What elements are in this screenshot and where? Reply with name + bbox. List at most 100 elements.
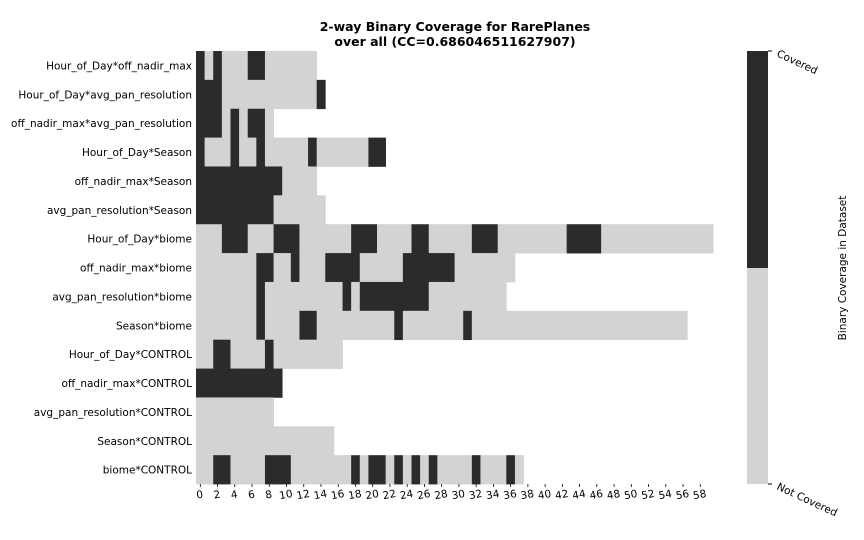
colorbar-tick-label-not-covered: Not Covered [775, 481, 839, 520]
heatmap-cell [445, 281, 455, 312]
heatmap-cell [592, 224, 602, 254]
heatmap-cell [308, 195, 318, 225]
heatmap-cell [333, 137, 343, 167]
x-tick-label: 6 [247, 489, 256, 502]
heatmap-cell [264, 79, 274, 110]
heatmap-cell [264, 455, 274, 485]
heatmap-cell [532, 310, 542, 341]
heatmap-cell [196, 310, 205, 341]
colorbar: Covered Not Covered Binary Coverage in D… [747, 48, 849, 520]
heatmap-cell [308, 455, 318, 485]
heatmap-cell [704, 224, 714, 254]
heatmap-cell [230, 397, 240, 427]
heatmap-cell [463, 281, 473, 312]
y-tick-label: avg_pan_resolution*CONTROL [34, 407, 192, 419]
heatmap-cell [239, 455, 249, 485]
heatmap-cell [480, 310, 490, 341]
heatmap-cell [411, 281, 421, 312]
heatmap-cell [316, 253, 326, 283]
y-tick-label: Hour_of_Day*off_nadir_max [46, 60, 192, 72]
heatmap-cell [213, 339, 223, 369]
heatmap-cell [402, 310, 412, 341]
heatmap-cell [282, 166, 292, 196]
heatmap-cell [652, 224, 662, 254]
heatmap-cell [402, 281, 412, 312]
heatmap-cell [196, 339, 205, 369]
heatmap-cell [359, 455, 369, 485]
heatmap-cell [282, 426, 292, 456]
heatmap-cell [661, 224, 671, 254]
heatmap-cell [256, 108, 266, 138]
heatmap-cell [230, 281, 240, 312]
heatmap-cell [290, 426, 300, 456]
heatmap-cell [290, 51, 300, 81]
y-tick-label: avg_pan_resolution*biome [52, 291, 192, 303]
heatmap-cell [264, 339, 274, 369]
heatmap-cell [618, 224, 628, 254]
heatmap-cell [264, 426, 274, 456]
x-tick-label: 4 [230, 489, 239, 502]
heatmap-cell [308, 310, 318, 341]
heatmap-cell [351, 310, 361, 341]
heatmap-cell [316, 455, 326, 485]
heatmap-cell [282, 310, 292, 341]
heatmap-cell [316, 426, 326, 456]
heatmap-cell [230, 166, 240, 196]
heatmap-cell [204, 253, 214, 283]
heatmap-cell [333, 224, 343, 254]
heatmap-cell [273, 281, 283, 312]
heatmap-cell [264, 310, 274, 341]
heatmap-cell [316, 79, 326, 110]
heatmap-cell [377, 310, 386, 341]
x-tick-label: 32 [468, 488, 483, 502]
heatmap-cell [575, 310, 585, 341]
heatmap-cell [221, 281, 231, 312]
heatmap-cell [411, 310, 421, 341]
heatmap-cell [627, 224, 636, 254]
heatmap-cell [437, 253, 447, 283]
heatmap-cell [342, 310, 352, 341]
heatmap-cell [351, 455, 361, 485]
heatmap-cell [342, 455, 352, 485]
heatmap-cell [316, 224, 326, 254]
heatmap-cell [549, 310, 559, 341]
heatmap-cell [497, 253, 507, 283]
heatmap-cell [368, 224, 378, 254]
heatmap-cell [204, 79, 214, 110]
heatmap-cell [282, 79, 292, 110]
heatmap-cell [325, 339, 335, 369]
heatmap-cell [333, 455, 343, 485]
heatmap-cell [239, 253, 249, 283]
heatmap-cell [333, 281, 343, 312]
heatmap-cell [239, 339, 249, 369]
heatmap-cell [420, 310, 430, 341]
heatmap-cell [213, 166, 223, 196]
heatmap-cell [230, 310, 240, 341]
heatmap-cell [695, 224, 705, 254]
heatmap-cell [480, 253, 490, 283]
heatmap-cell [230, 108, 240, 138]
x-tick-label: 18 [347, 488, 362, 502]
heatmap-cell [213, 368, 223, 398]
heatmap-cell [273, 339, 283, 369]
heatmap-cell [221, 368, 231, 398]
heatmap-cell [480, 224, 490, 254]
heatmap-cell [644, 310, 654, 341]
x-tick-label: 40 [537, 488, 552, 502]
heatmap-cell [463, 455, 473, 485]
heatmap-cell [290, 253, 300, 283]
heatmap-cell [428, 253, 438, 283]
heatmap-cell [316, 281, 326, 312]
heatmap-cell [213, 281, 223, 312]
heatmap-cell [377, 224, 386, 254]
heatmap-cell [385, 253, 395, 283]
y-tick-label: Hour_of_Day*avg_pan_resolution [18, 89, 192, 101]
heatmap-cell [420, 253, 430, 283]
heatmap-cell [221, 166, 231, 196]
heatmap-cell [290, 281, 300, 312]
heatmap-cell [411, 253, 421, 283]
heatmap-cell [196, 224, 205, 254]
heatmap-cell [247, 137, 257, 167]
y-tick-label: Hour_of_Day*CONTROL [69, 349, 192, 361]
